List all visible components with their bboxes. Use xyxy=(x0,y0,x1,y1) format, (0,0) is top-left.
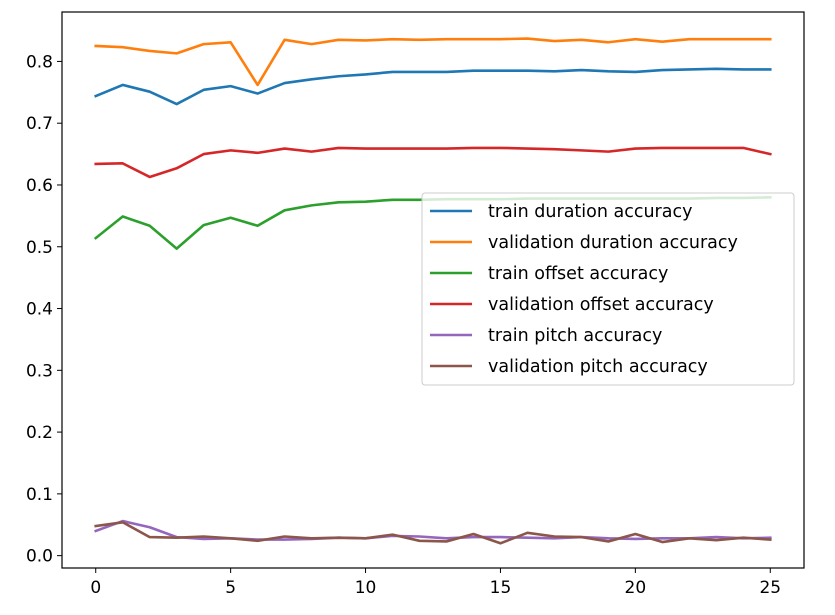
series-line-4 xyxy=(94,519,772,541)
legend: train duration accuracy validation durati… xyxy=(421,192,795,386)
x-tick-label: 0 xyxy=(90,578,101,598)
series-line-3 xyxy=(94,146,772,179)
y-tick-label: 0.3 xyxy=(26,361,53,381)
series-line-1 xyxy=(94,37,772,87)
y-tick-label: 0.7 xyxy=(26,114,53,134)
y-tick-label: 0.5 xyxy=(26,238,53,258)
y-axis: 0.0 0.1 0.2 0.3 0.4 0.5 0.6 0.7 0.8 xyxy=(26,52,62,567)
y-tick-label: 0.1 xyxy=(26,485,53,505)
x-tick-label: 5 xyxy=(225,578,236,598)
series-line-0 xyxy=(94,67,772,106)
plot-frame xyxy=(61,11,805,569)
y-tick-label: 0.0 xyxy=(26,547,53,567)
legend-label-1: validation duration accuracy xyxy=(488,233,738,253)
x-axis: 0 5 10 15 20 25 xyxy=(90,568,781,598)
legend-box xyxy=(421,192,795,386)
x-tick-label: 20 xyxy=(625,578,647,598)
y-tick-label: 0.4 xyxy=(26,300,53,320)
x-tick-label: 25 xyxy=(759,578,781,598)
legend-label-2: train offset accuracy xyxy=(488,264,668,284)
series-line-5 xyxy=(94,520,772,545)
y-tick-label: 0.6 xyxy=(26,176,53,196)
legend-label-5: validation pitch accuracy xyxy=(488,357,708,377)
legend-label-4: train pitch accuracy xyxy=(488,326,662,346)
legend-label-0: train duration accuracy xyxy=(488,202,692,222)
x-tick-label: 15 xyxy=(490,578,512,598)
x-tick-label: 10 xyxy=(355,578,377,598)
y-tick-label: 0.2 xyxy=(26,423,53,443)
y-tick-label: 0.8 xyxy=(26,52,53,72)
legend-label-3: validation offset accuracy xyxy=(488,295,714,315)
